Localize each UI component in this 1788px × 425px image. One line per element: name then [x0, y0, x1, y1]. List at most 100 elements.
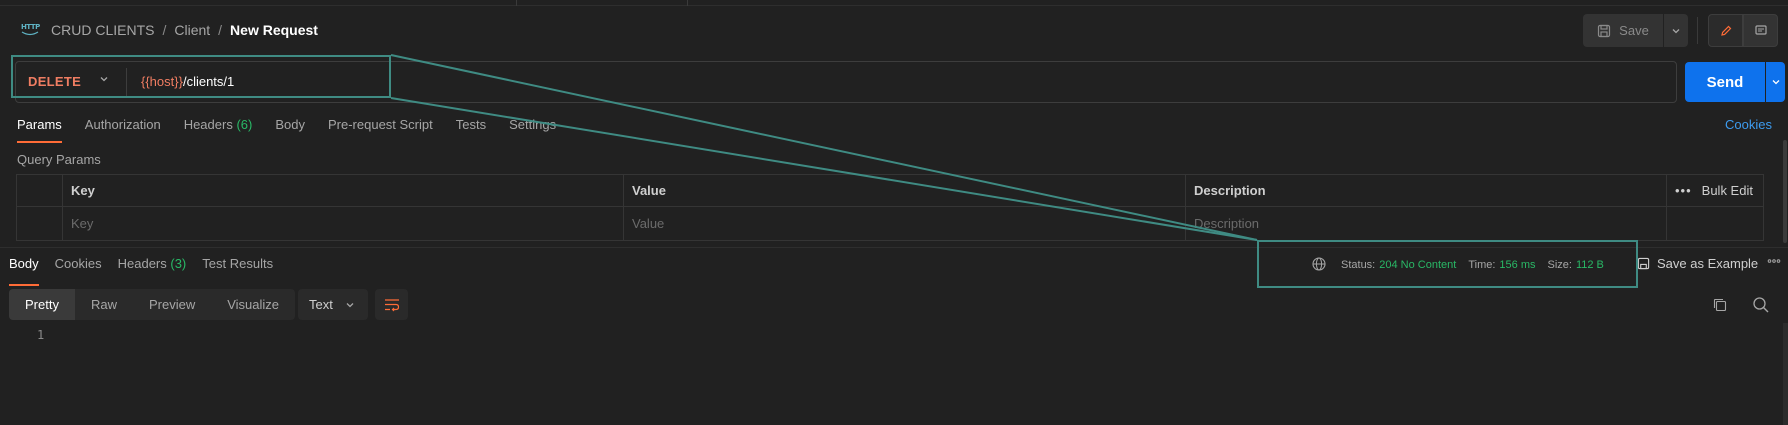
- tab-headers[interactable]: Headers (6): [184, 117, 253, 141]
- size-value[interactable]: 112 B: [1575, 259, 1604, 271]
- chevron-down-icon[interactable]: [99, 73, 109, 87]
- tab-segment: [517, 0, 688, 6]
- time-value[interactable]: 156 ms: [1499, 259, 1536, 271]
- comment-icon: [1754, 24, 1767, 35]
- request-tabs: Params Authorization Headers (6) Body Pr…: [17, 117, 579, 143]
- column-header-key: Key: [71, 183, 95, 198]
- tab-authorization[interactable]: Authorization: [85, 117, 161, 141]
- top-tab-strip: [0, 0, 1788, 6]
- tab-body[interactable]: Body: [275, 117, 305, 141]
- section-divider: [0, 247, 1788, 248]
- column-divider: [62, 175, 63, 241]
- breadcrumb: CRUD CLIENTS / Client / New Request: [51, 21, 318, 39]
- breadcrumb-separator: /: [162, 22, 167, 38]
- view-visualize[interactable]: Visualize: [227, 297, 280, 312]
- url-path: /clients/1: [182, 74, 235, 89]
- table-header-row: Key Value Description ••• Bulk Edit: [17, 175, 1763, 207]
- method-select[interactable]: DELETE: [28, 74, 82, 89]
- save-as-example-button[interactable]: Save as Example: [1637, 256, 1758, 271]
- description-input[interactable]: Description: [1194, 216, 1260, 231]
- send-dropdown-button[interactable]: [1766, 62, 1785, 102]
- comments-button[interactable]: [1743, 14, 1778, 47]
- http-icon: HTTP: [20, 21, 41, 37]
- tab-label: Test Results: [202, 256, 274, 271]
- breadcrumb-folder[interactable]: Client: [174, 22, 211, 38]
- tab-tests[interactable]: Tests: [456, 117, 486, 141]
- svg-text:HTTP: HTTP: [21, 23, 40, 31]
- line-number: 1: [37, 328, 45, 342]
- tab-label: Authorization: [84, 117, 161, 132]
- status-value[interactable]: 204 No Content: [1379, 259, 1457, 271]
- more-icon: •••: [1675, 183, 1692, 198]
- status-label: Status:: [1341, 259, 1376, 271]
- more-icon[interactable]: [1767, 254, 1781, 271]
- tab-params[interactable]: Params: [17, 117, 62, 143]
- pencil-icon: [1720, 25, 1731, 36]
- url-input[interactable]: {{host}}/clients/1: [141, 74, 234, 89]
- tab-label: Params: [17, 117, 62, 132]
- column-header-value: Value: [632, 183, 666, 198]
- tab-label: Pre-request Script: [327, 117, 433, 132]
- search-icon[interactable]: [1752, 296, 1770, 317]
- size-label: Size:: [1547, 259, 1572, 271]
- bulk-edit-button[interactable]: ••• Bulk Edit: [1667, 175, 1753, 207]
- view-preview[interactable]: Preview: [148, 297, 196, 312]
- word-wrap-button[interactable]: [375, 289, 408, 320]
- chevron-down-icon: [346, 302, 354, 307]
- tab-test-results[interactable]: Test Results: [202, 256, 273, 280]
- toolbar-divider: [1697, 17, 1698, 44]
- tab-label: Headers: [183, 117, 233, 132]
- tab-label: Body: [275, 117, 305, 132]
- breadcrumb-separator: /: [218, 22, 223, 38]
- bulk-edit-label: Bulk Edit: [1701, 183, 1753, 198]
- table-row: Key Value Description: [17, 208, 1763, 240]
- time-label: Time:: [1468, 259, 1496, 271]
- scrollbar[interactable]: [1783, 140, 1787, 243]
- query-params-title: Query Params: [17, 152, 101, 167]
- tab-segment: [0, 0, 517, 6]
- view-pretty[interactable]: Pretty: [9, 289, 75, 320]
- key-input[interactable]: Key: [71, 216, 94, 231]
- tab-label: Headers: [117, 256, 167, 271]
- chevron-down-icon: [1772, 80, 1779, 85]
- tab-response-cookies[interactable]: Cookies: [55, 256, 102, 280]
- tab-pre-request-script[interactable]: Pre-request Script: [328, 117, 433, 141]
- headers-count: (3): [170, 256, 187, 271]
- request-name[interactable]: New Request: [230, 22, 318, 38]
- query-params-table: Key Value Description ••• Bulk Edit Key …: [16, 174, 1764, 241]
- column-divider: [1666, 175, 1667, 241]
- headers-count: (6): [236, 117, 253, 132]
- save-label: Save: [1619, 23, 1649, 38]
- tab-label: Body: [9, 256, 39, 271]
- highlight-box-request: [11, 55, 391, 98]
- tab-label: Tests: [455, 117, 487, 132]
- tab-settings[interactable]: Settings: [509, 117, 556, 141]
- format-select[interactable]: Text: [298, 289, 368, 320]
- chevron-down-icon: [1672, 28, 1680, 33]
- send-button[interactable]: Send: [1685, 62, 1765, 102]
- column-divider: [623, 175, 624, 241]
- column-header-description: Description: [1194, 183, 1266, 198]
- tab-response-body[interactable]: Body: [9, 256, 39, 286]
- response-meta: Status: 204 No Content Time: 156 ms Size…: [1341, 258, 1616, 272]
- response-tabs: Body Cookies Headers (3) Test Results: [9, 256, 289, 286]
- view-mode-selector: Pretty Raw Preview Visualize: [9, 289, 296, 320]
- copy-icon[interactable]: [1712, 297, 1728, 316]
- save-dropdown-button[interactable]: [1664, 14, 1688, 47]
- scrollbar[interactable]: [1783, 323, 1788, 425]
- tab-response-headers[interactable]: Headers (3): [118, 256, 187, 280]
- column-divider: [1185, 175, 1186, 241]
- edit-button[interactable]: [1708, 14, 1743, 47]
- view-raw[interactable]: Raw: [90, 297, 117, 312]
- breadcrumb-collection[interactable]: CRUD CLIENTS: [51, 22, 155, 38]
- format-label: Text: [309, 297, 333, 312]
- save-icon: [1598, 24, 1611, 37]
- highlight-box-status: [1257, 240, 1638, 288]
- url-divider: [126, 68, 127, 96]
- save-as-example-label: Save as Example: [1657, 256, 1759, 271]
- globe-icon[interactable]: [1311, 256, 1327, 272]
- cookies-link[interactable]: Cookies: [1725, 117, 1772, 132]
- value-input[interactable]: Value: [632, 216, 665, 231]
- save-button[interactable]: Save: [1583, 14, 1663, 47]
